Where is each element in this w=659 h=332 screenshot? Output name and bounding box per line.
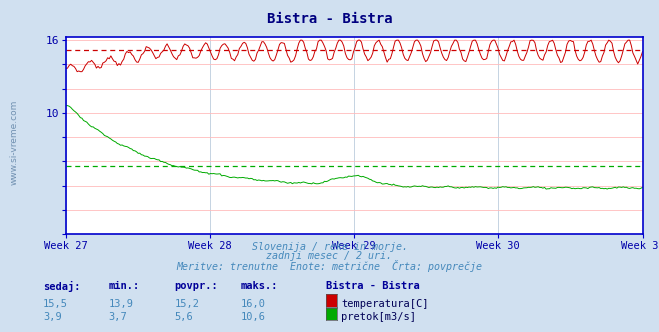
Text: zadnji mesec / 2 uri.: zadnji mesec / 2 uri. [266, 251, 393, 261]
Text: sedaj:: sedaj: [43, 281, 80, 291]
Text: temperatura[C]: temperatura[C] [341, 299, 429, 309]
Text: 3,7: 3,7 [109, 312, 127, 322]
Text: povpr.:: povpr.: [175, 281, 218, 290]
Text: 10,6: 10,6 [241, 312, 266, 322]
Text: Slovenija / reke in morje.: Slovenija / reke in morje. [252, 242, 407, 252]
Text: www.si-vreme.com: www.si-vreme.com [10, 100, 19, 186]
Text: 16,0: 16,0 [241, 299, 266, 309]
Text: pretok[m3/s]: pretok[m3/s] [341, 312, 416, 322]
Text: 5,6: 5,6 [175, 312, 193, 322]
Text: Bistra - Bistra: Bistra - Bistra [267, 12, 392, 26]
Text: Bistra - Bistra: Bistra - Bistra [326, 281, 420, 290]
Text: 3,9: 3,9 [43, 312, 61, 322]
Text: maks.:: maks.: [241, 281, 278, 290]
Text: Meritve: trenutne  Enote: metrične  Črta: povprečje: Meritve: trenutne Enote: metrične Črta: … [177, 260, 482, 272]
Text: min.:: min.: [109, 281, 140, 290]
Text: 15,2: 15,2 [175, 299, 200, 309]
Text: 15,5: 15,5 [43, 299, 68, 309]
Text: 13,9: 13,9 [109, 299, 134, 309]
